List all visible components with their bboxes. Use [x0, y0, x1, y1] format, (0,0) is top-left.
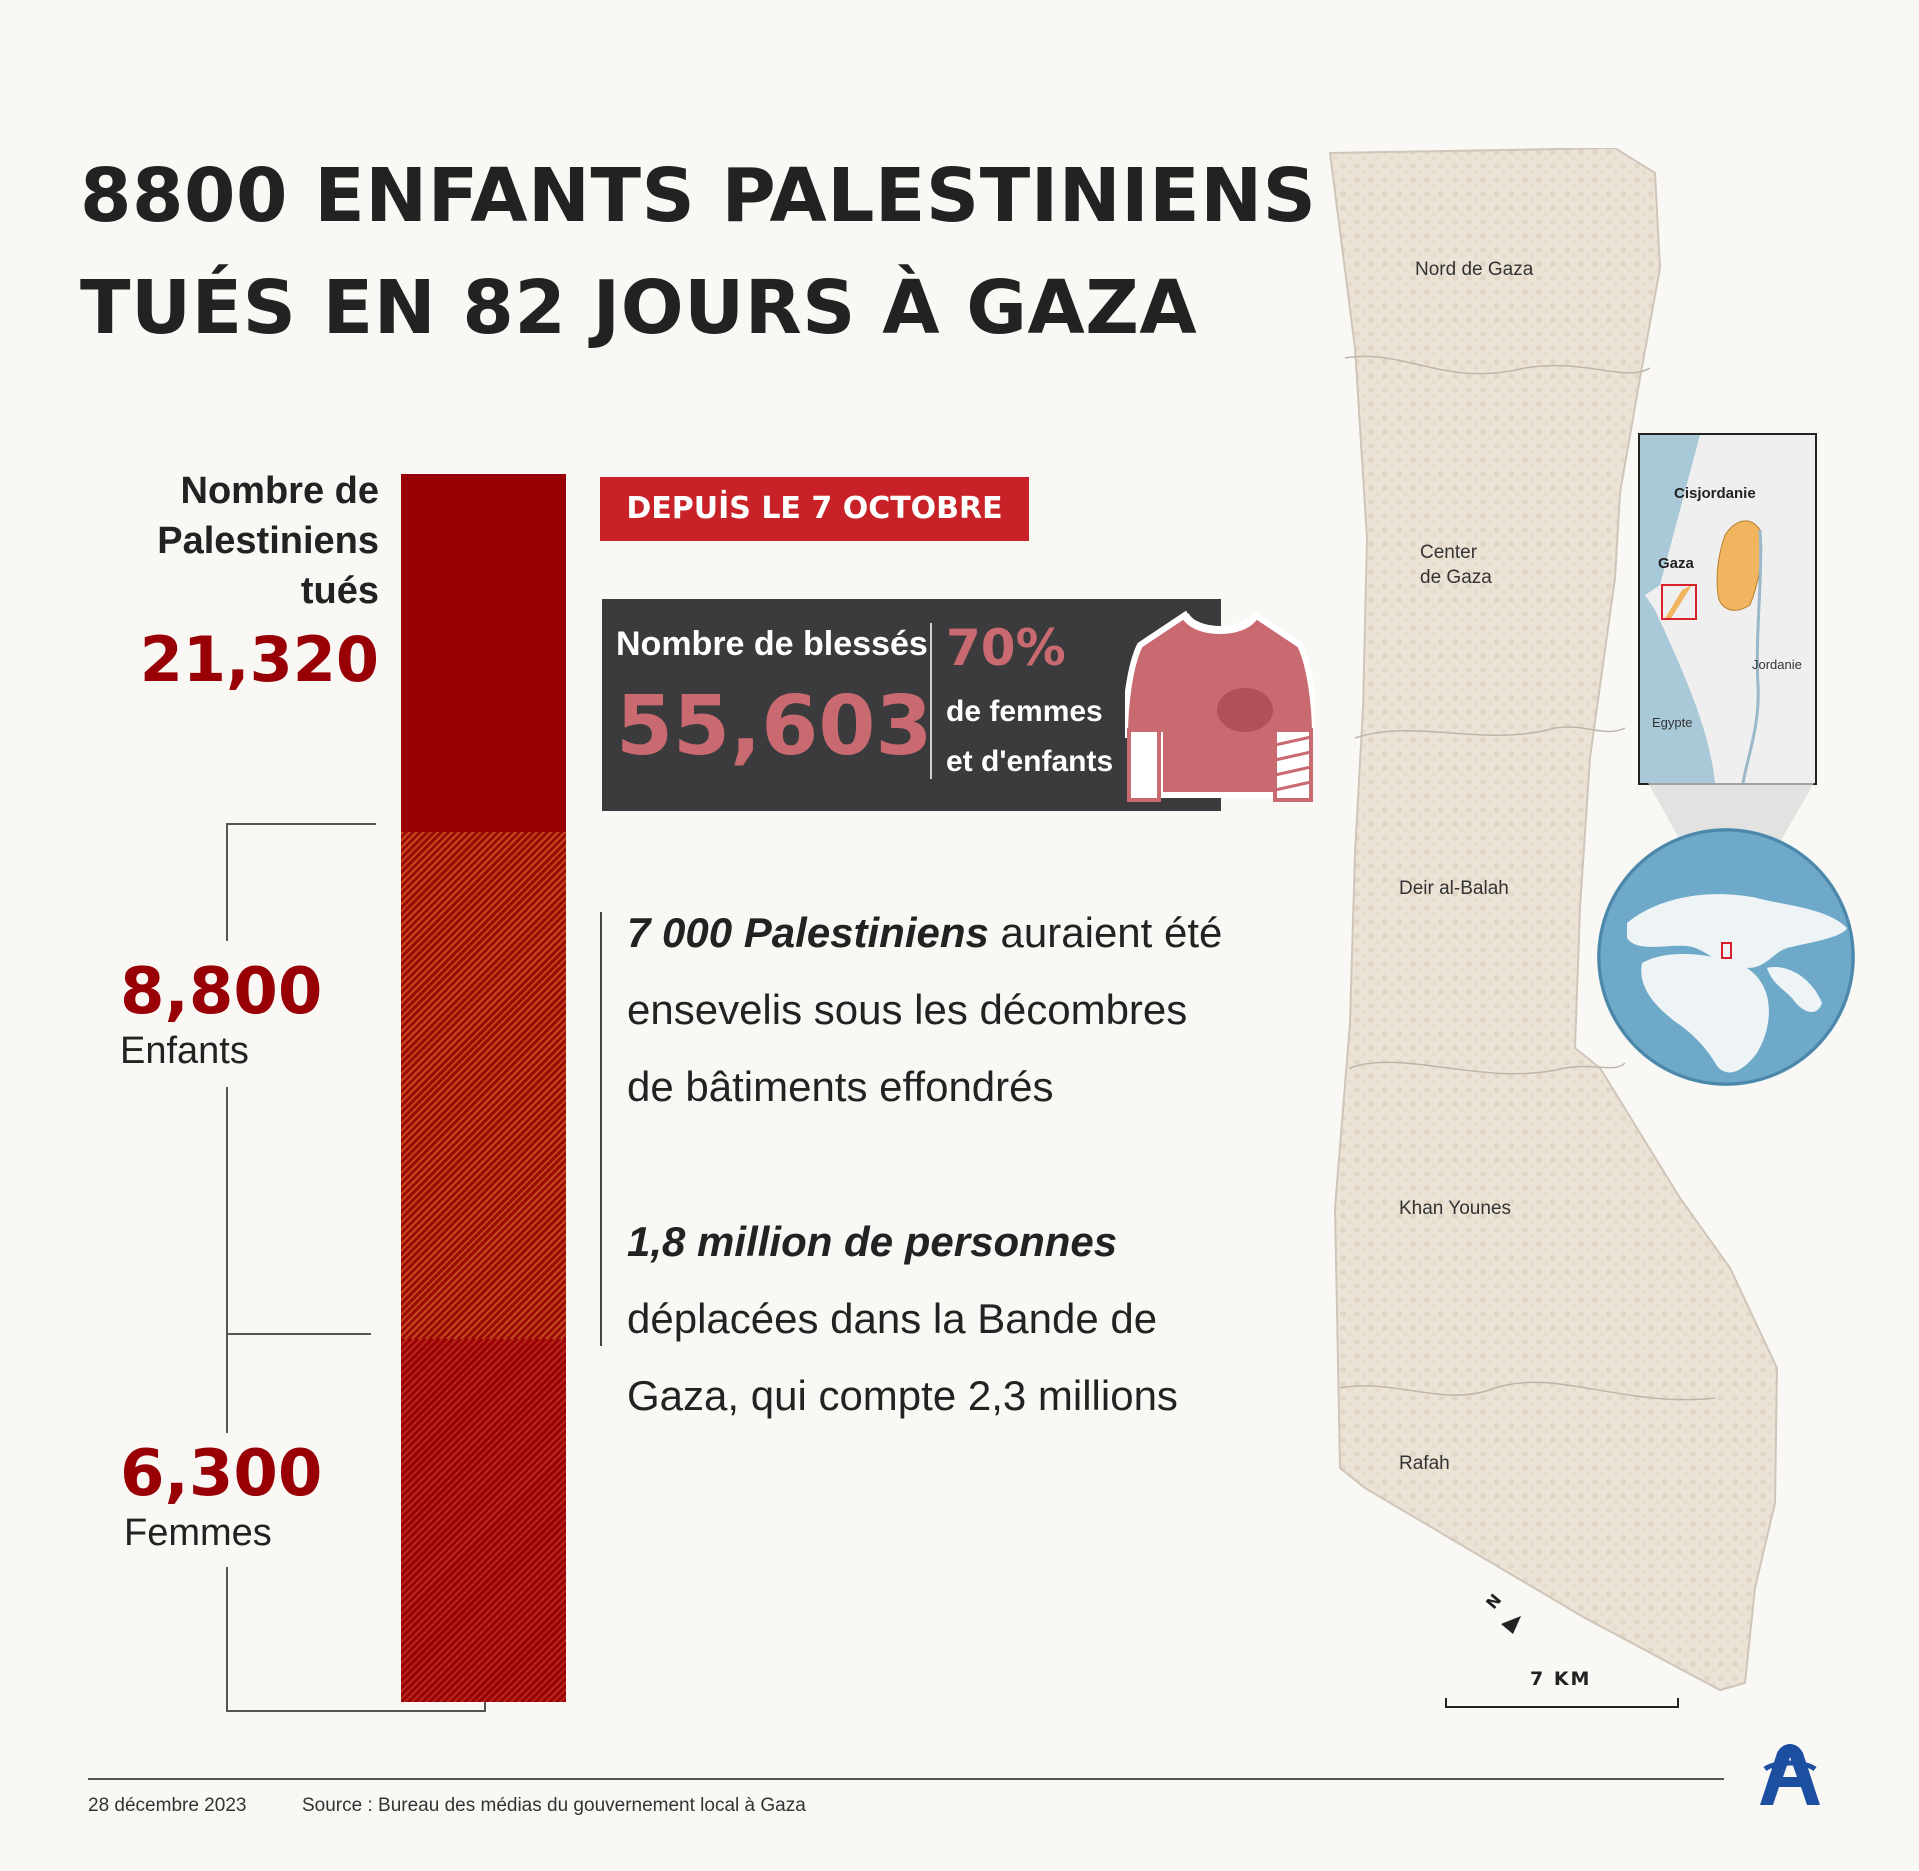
- aa-logo-icon: [1760, 1744, 1820, 1805]
- bracket-children-upper: [226, 823, 228, 941]
- fact-buried-line2: ensevelis sous les décombres: [627, 986, 1188, 1033]
- inset-label-egypte: Egypte: [1652, 715, 1693, 730]
- wounded-separator: [930, 623, 932, 779]
- bar-segment-women: [401, 1339, 566, 1702]
- killed-label-line2: Palestiniens: [157, 520, 379, 562]
- map-label-khan: Khan Younes: [1399, 1198, 1512, 1219]
- fact-buried-rest: auraient été: [988, 909, 1223, 956]
- bracket-women-lower: [226, 1567, 228, 1712]
- fact-buried-emph: 7 000 Palestiniens: [627, 909, 989, 956]
- globe-icon: [1597, 828, 1855, 1086]
- fact-displaced-emph: 1,8 million de personnes: [627, 1218, 1118, 1265]
- bar-segment-children: [401, 832, 566, 1339]
- fact-buried: 7 000 Palestiniens auraient été enseveli…: [627, 894, 1307, 1125]
- fact-displaced-line2: déplacées dans la Bande de: [627, 1295, 1158, 1342]
- footer-divider: [88, 1778, 1724, 1780]
- scale-label: 7 KM: [1530, 1668, 1592, 1690]
- killed-stacked-bar: [401, 474, 566, 1702]
- facts-divider: [600, 912, 602, 1346]
- map-label-deir: Deir al-Balah: [1399, 878, 1509, 899]
- bracket-women-upper: [226, 1333, 228, 1433]
- children-value: 8,800: [120, 955, 323, 1029]
- inset-map: Cisjordanie Gaza Jordanie Egypte: [1638, 433, 1817, 785]
- bracket-mid: [226, 1333, 371, 1335]
- bracket-bottom-tick: [484, 1702, 486, 1712]
- fact-displaced-line3: Gaza, qui compte 2,3 millions: [627, 1372, 1178, 1419]
- bar-segment-other: [401, 474, 566, 832]
- bracket-bottom: [226, 1710, 486, 1712]
- wounded-description: de femmes et d'enfants: [946, 687, 1113, 787]
- inset-label-cisjordanie: Cisjordanie: [1674, 485, 1756, 502]
- children-stat: 8,800 Enfants: [120, 955, 322, 1073]
- inset-label-jordanie: Jordanie: [1752, 657, 1802, 672]
- women-stat: 6,300 Femmes: [120, 1437, 322, 1555]
- map-label-nord: Nord de Gaza: [1415, 259, 1534, 280]
- wounded-box: Nombre de blessés 55,603 70% de femmes e…: [602, 599, 1221, 811]
- fact-displaced: 1,8 million de personnes déplacées dans …: [627, 1203, 1307, 1434]
- wounded-desc-line1: de femmes: [946, 695, 1103, 728]
- since-date-badge: DEPUİS LE 7 OCTOBRE: [600, 477, 1029, 541]
- page-title: 8800 ENFANTS PALESTINIENS TUÉS EN 82 JOU…: [80, 140, 1316, 364]
- inset-label-gaza: Gaza: [1658, 555, 1694, 572]
- bracket-children-lower: [226, 1087, 228, 1334]
- wounded-percent: 70%: [946, 619, 1066, 677]
- women-value: 6,300: [120, 1437, 323, 1511]
- injured-shirt-icon: [1125, 610, 1315, 802]
- map-label-center-2: de Gaza: [1420, 567, 1492, 588]
- map-label-rafah: Rafah: [1399, 1453, 1450, 1474]
- globe: [1597, 828, 1855, 1086]
- scale-bar: [1445, 1698, 1679, 1708]
- north-arrow: N: [1482, 1590, 1525, 1638]
- footer-date: 28 décembre 2023: [88, 1795, 247, 1816]
- inset-map-graphic: [1645, 435, 1815, 783]
- north-arrow-icon: [1501, 1616, 1521, 1634]
- killed-label-line3: tués: [300, 570, 379, 612]
- wounded-desc-line2: et d'enfants: [946, 745, 1114, 778]
- fact-buried-line3: de bâtiments effondrés: [627, 1063, 1054, 1110]
- wounded-label: Nombre de blessés: [616, 625, 928, 663]
- bracket-top: [226, 823, 376, 825]
- title-line-1: 8800 ENFANTS PALESTINIENS: [80, 153, 1317, 239]
- wounded-value: 55,603: [616, 679, 933, 774]
- killed-label-line1: Nombre de: [180, 470, 379, 512]
- women-label: Femmes: [124, 1512, 272, 1554]
- children-label: Enfants: [120, 1030, 249, 1072]
- footer-source: Source : Bureau des médias du gouverneme…: [302, 1795, 806, 1816]
- map-label-center-1: Center: [1420, 542, 1478, 563]
- gaza-strip-map: [1328, 148, 1779, 1692]
- title-line-2: TUÉS EN 82 JOURS À GAZA: [80, 265, 1198, 351]
- killed-value: 21,320: [139, 623, 379, 696]
- killed-label: Nombre de Palestiniens tués: [157, 466, 379, 616]
